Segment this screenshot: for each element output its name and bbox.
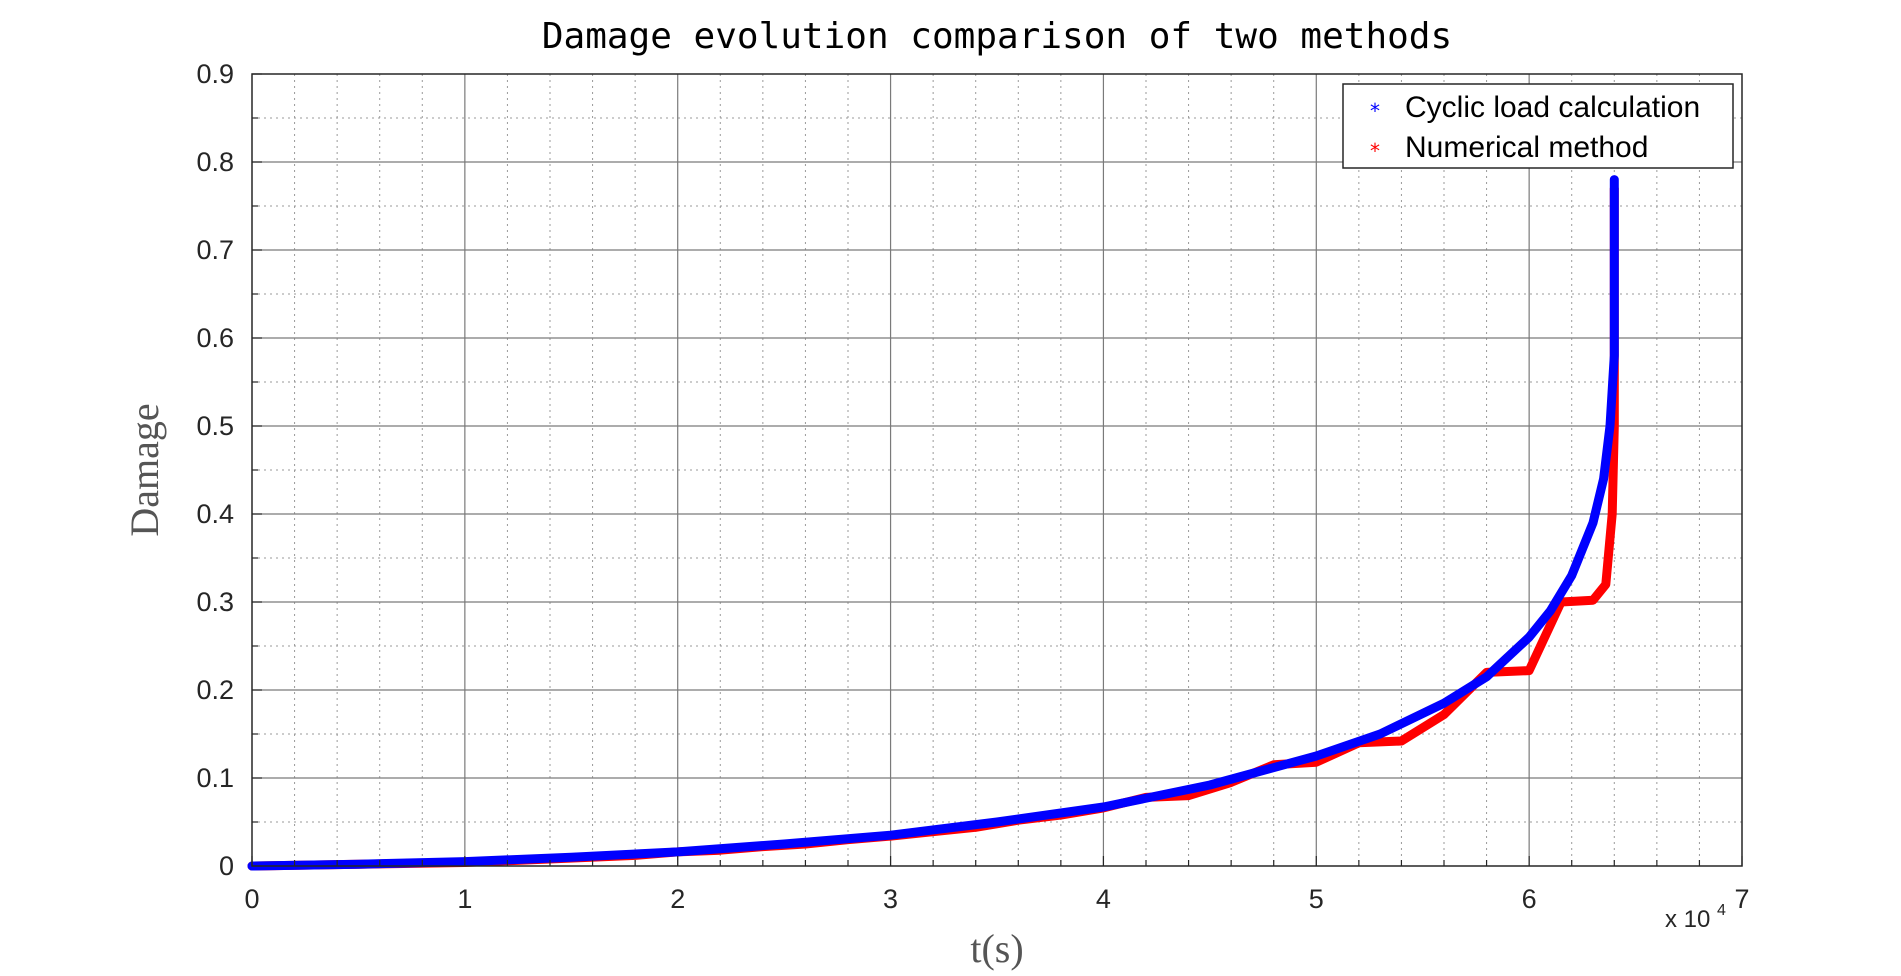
data-point bbox=[1482, 672, 1491, 681]
data-point bbox=[1601, 580, 1610, 589]
x-tick-labels: 0 1 2 3 4 5 6 7 bbox=[244, 884, 1749, 914]
data-point bbox=[1099, 803, 1108, 812]
series-layer bbox=[247, 175, 1619, 871]
series-line bbox=[247, 175, 1619, 871]
data-point bbox=[1525, 633, 1534, 642]
x-tick-label: 3 bbox=[883, 884, 898, 914]
x-tick-label: 0 bbox=[244, 884, 259, 914]
x-multiplier-base: x 10 bbox=[1665, 906, 1710, 933]
data-point bbox=[1589, 518, 1597, 527]
x-multiplier: x 10 4 bbox=[1665, 902, 1726, 933]
y-tick-label: 0.6 bbox=[196, 323, 234, 353]
data-point bbox=[1525, 666, 1534, 675]
legend: * Cyclic load calculation * Numerical me… bbox=[1342, 83, 1734, 169]
major-grid bbox=[252, 74, 1742, 866]
data-point bbox=[993, 818, 1001, 826]
y-tick-label: 0.9 bbox=[196, 59, 234, 89]
data-point bbox=[673, 847, 682, 856]
legend-label-cyclic: Cyclic load calculation bbox=[1405, 91, 1700, 124]
data-point bbox=[1589, 596, 1597, 605]
x-tick-label: 2 bbox=[670, 884, 685, 914]
legend-label-numerical: Numerical method bbox=[1405, 131, 1648, 164]
data-point bbox=[354, 860, 363, 869]
data-point bbox=[1610, 281, 1619, 290]
data-point bbox=[1397, 737, 1406, 746]
y-tick-label: 0.5 bbox=[196, 411, 234, 441]
data-point bbox=[1376, 730, 1385, 738]
data-point bbox=[1205, 781, 1214, 790]
chart-title: Damage evolution comparison of two metho… bbox=[542, 16, 1452, 57]
legend-box bbox=[1342, 83, 1734, 169]
y-tick-labels: 0 0.1 0.2 0.3 0.4 0.5 0.6 0.7 0.8 0.9 bbox=[196, 59, 234, 881]
data-point bbox=[780, 840, 789, 848]
series-cyclic-load-calculation bbox=[247, 175, 1619, 871]
data-point bbox=[1608, 510, 1617, 518]
x-axis-label: t(s) bbox=[970, 926, 1023, 971]
y-tick-label: 0.4 bbox=[196, 499, 234, 529]
y-tick-label: 0.8 bbox=[196, 147, 234, 177]
data-point bbox=[1440, 699, 1448, 708]
x-tick-label: 7 bbox=[1734, 884, 1749, 914]
data-point bbox=[1440, 710, 1448, 719]
y-tick-label: 0.1 bbox=[196, 763, 234, 793]
y-tick-label: 0.7 bbox=[196, 235, 234, 265]
tick-marks bbox=[251, 73, 1743, 867]
x-tick-label: 6 bbox=[1522, 884, 1537, 914]
y-axis-label: Damage bbox=[122, 403, 167, 536]
x-multiplier-exponent: 4 bbox=[1717, 902, 1726, 919]
x-tick-label: 1 bbox=[457, 884, 472, 914]
data-point bbox=[1567, 571, 1576, 580]
y-tick-label: 0.3 bbox=[196, 587, 234, 617]
data-point bbox=[1312, 752, 1321, 760]
data-point bbox=[1606, 422, 1615, 430]
x-tick-label: 5 bbox=[1309, 884, 1324, 914]
data-point bbox=[1599, 474, 1608, 483]
y-tick-label: 0 bbox=[219, 851, 234, 881]
data-point bbox=[1610, 351, 1619, 360]
legend-marker-numerical: * bbox=[1370, 139, 1380, 163]
data-point bbox=[886, 831, 895, 840]
minor-grid bbox=[252, 74, 1742, 866]
x-tick-label: 4 bbox=[1096, 884, 1111, 914]
data-point bbox=[1610, 228, 1619, 237]
legend-marker-cyclic: * bbox=[1370, 99, 1380, 123]
data-point bbox=[1610, 175, 1619, 184]
y-tick-label: 0.2 bbox=[196, 675, 234, 705]
data-point bbox=[1546, 606, 1555, 615]
data-point bbox=[567, 853, 576, 862]
